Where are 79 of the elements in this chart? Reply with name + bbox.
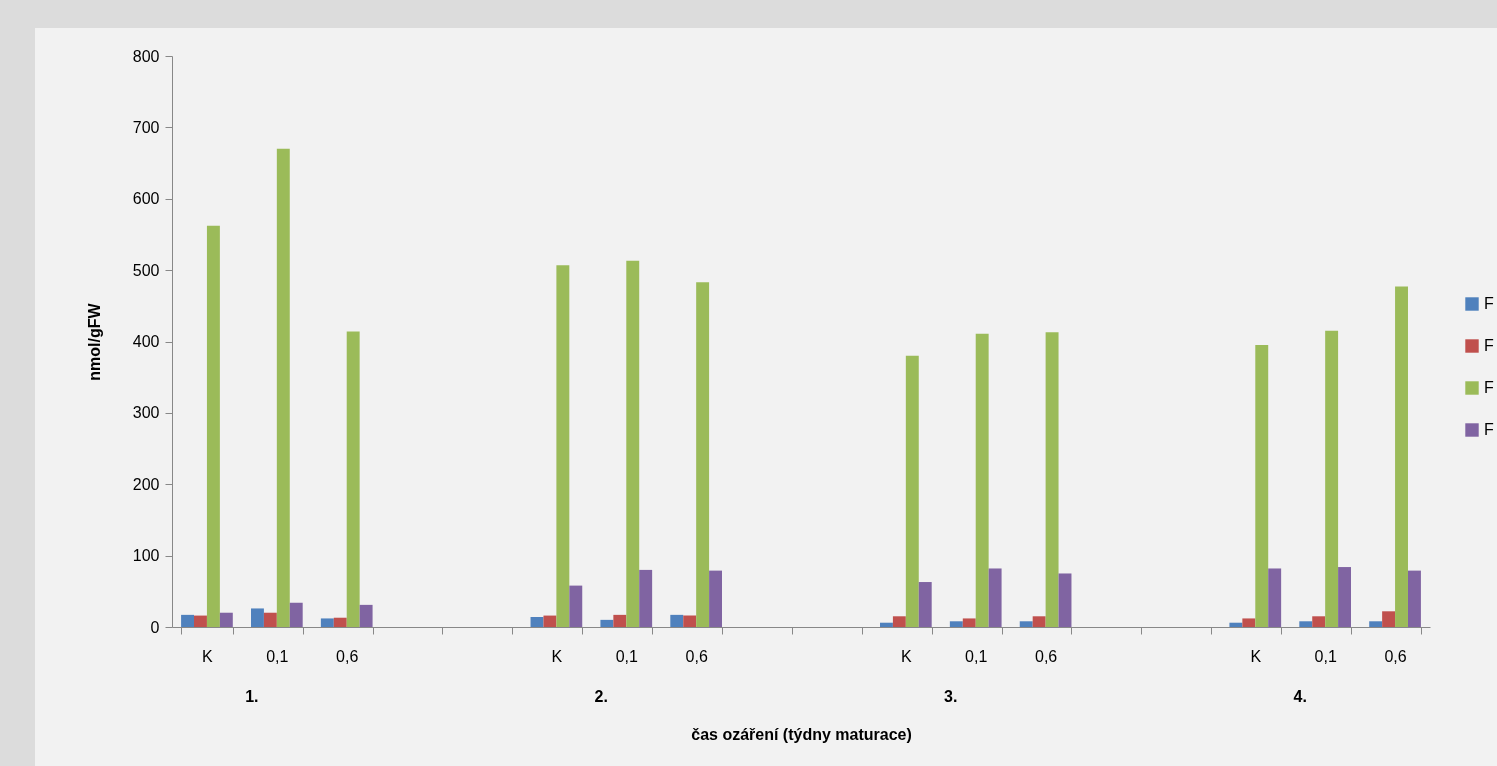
bar (683, 615, 697, 627)
bar (639, 569, 653, 627)
x-tick-label: 0,6 (685, 647, 708, 665)
y-tick-label: 800 (132, 47, 160, 65)
bar (276, 148, 290, 627)
legend-label: F (1484, 295, 1494, 312)
bar (333, 617, 347, 627)
x-tick-label: 0,1 (1314, 647, 1337, 665)
x-tick-label: 0,6 (1384, 647, 1407, 665)
bar (696, 282, 710, 627)
bar (1019, 621, 1033, 627)
bar (879, 622, 893, 627)
y-tick-label: 300 (132, 404, 160, 422)
bar (600, 619, 614, 627)
legend-label: F (1484, 379, 1494, 396)
x-tick-label: K (551, 647, 563, 665)
bar (1338, 567, 1352, 627)
bar (250, 608, 264, 627)
y-tick-label: 500 (132, 261, 160, 279)
bar (892, 616, 906, 627)
bar (626, 260, 640, 627)
bar (670, 614, 684, 627)
bar (1299, 621, 1313, 627)
text: 1. (245, 688, 259, 705)
y-tick-label: 200 (132, 475, 160, 493)
bar (1325, 330, 1339, 627)
bar (905, 355, 919, 627)
bar (1382, 611, 1396, 627)
bar (263, 612, 277, 627)
bar (1032, 616, 1046, 627)
bar (543, 615, 557, 627)
x-axis-title: čas ozáření (týdny maturace) (691, 725, 912, 743)
bar (359, 604, 373, 627)
bar (1312, 616, 1326, 627)
bar (1395, 286, 1408, 627)
bar (219, 612, 233, 627)
x-tick-label: 0,1 (615, 647, 638, 665)
bar (1407, 570, 1421, 627)
bar (206, 225, 220, 627)
x-tick-label: 0,1 (266, 647, 289, 665)
bar (181, 614, 195, 627)
text: 2. (594, 688, 608, 705)
x-tick-label: 0,1 (965, 647, 988, 665)
bar (1058, 573, 1072, 627)
bar (1268, 568, 1282, 627)
bar (949, 621, 963, 627)
bar (1045, 332, 1059, 627)
text: 3. (944, 688, 958, 705)
bar (709, 570, 723, 627)
x-tick-label: 0,6 (336, 647, 359, 665)
y-axis-title: nmol/gFW (85, 302, 103, 381)
x-tick-label: K (901, 647, 912, 665)
y-tick-label: 700 (132, 118, 160, 136)
text: 4. (1293, 688, 1307, 705)
bar (962, 618, 976, 627)
x-tick-label: 0,6 (1034, 647, 1058, 665)
y-tick-label: 600 (132, 190, 160, 208)
bar (320, 618, 334, 627)
x-tick-label: K (1250, 647, 1262, 665)
y-tick-label: 0 (150, 618, 160, 636)
bar (346, 331, 360, 627)
bar (530, 617, 544, 627)
bar (918, 582, 932, 627)
legend-label: F (1484, 337, 1494, 354)
legend-label: F (1484, 421, 1494, 438)
x-tick-label: K (202, 647, 214, 665)
bar (194, 615, 207, 627)
bar (1255, 345, 1269, 627)
bar (556, 265, 570, 627)
y-tick-label: 400 (132, 333, 160, 350)
bar (1242, 618, 1256, 627)
bar (1369, 621, 1383, 627)
bar (613, 614, 627, 627)
bar (988, 568, 1002, 627)
bar (1229, 622, 1243, 627)
bar (289, 602, 303, 627)
y-tick-label: 100 (132, 547, 160, 565)
bar (975, 333, 989, 627)
bar (569, 585, 583, 627)
